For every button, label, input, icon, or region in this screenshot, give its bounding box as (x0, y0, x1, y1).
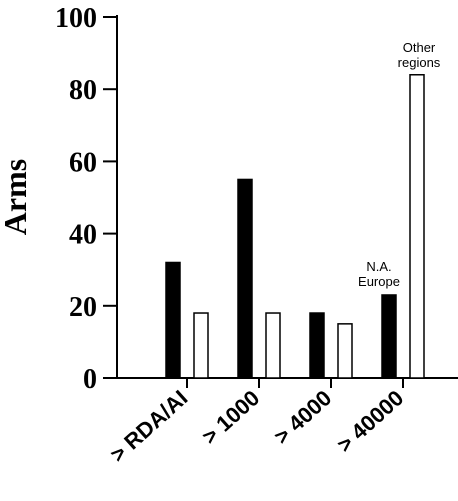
x-tick-label: > 1000 (197, 385, 264, 449)
x-tick-label: > 40000 (332, 385, 408, 457)
bar-dark (237, 178, 253, 379)
y-tick-label: 40 (69, 220, 97, 251)
bar-light (265, 312, 281, 379)
bar-dark (381, 294, 397, 379)
y-tick-label: 0 (83, 364, 97, 395)
y-tick-label: 80 (69, 75, 97, 106)
annotation-text: N.A. (366, 259, 391, 274)
bar-dark (165, 261, 181, 379)
y-tick-label: 60 (69, 147, 97, 178)
y-tick-label: 20 (69, 292, 97, 323)
bar-light (409, 74, 425, 379)
bars (165, 74, 425, 379)
labels: 0 20 40 60 80 100 Arms > RDA/AI > 1000 > 4000> 40… (0, 3, 441, 467)
bar-light (337, 323, 353, 379)
annotation-text: Other (403, 40, 436, 55)
y-axis-label: Arms (0, 159, 33, 235)
annotation-text: regions (398, 55, 441, 70)
annotation-text: Europe (358, 274, 400, 289)
y-tick-label: 100 (55, 3, 97, 34)
x-tick-label: > 4000 (269, 385, 336, 449)
bar-light (193, 312, 209, 379)
bar-dark (309, 312, 325, 379)
x-tick-label: > RDA/AI (105, 385, 192, 467)
